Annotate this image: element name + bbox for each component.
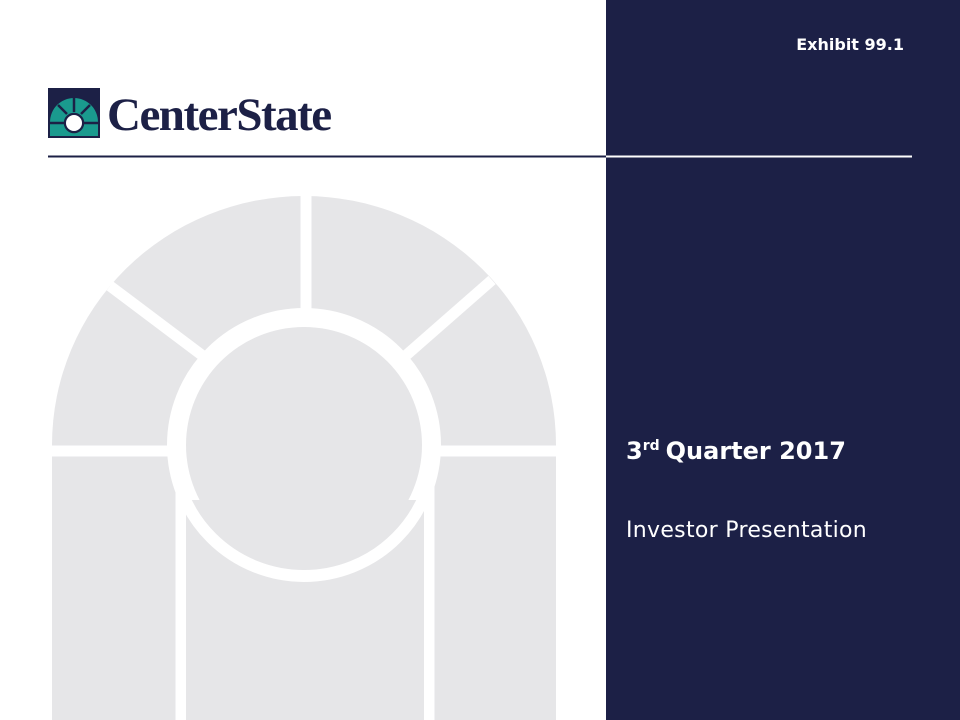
logo-text: CenterState: [107, 89, 332, 141]
side-panel: [606, 0, 960, 720]
logo-icon: [48, 88, 100, 138]
title-ordinal: rd: [642, 438, 660, 454]
window-graphic: [40, 190, 570, 720]
title-number: 3: [626, 437, 643, 465]
exhibit-label: Exhibit 99.1: [796, 35, 904, 54]
title-rest: Quarter 2017: [665, 437, 846, 465]
title: 3rd Quarter 2017: [626, 437, 846, 465]
subtitle: Investor Presentation: [626, 518, 868, 543]
